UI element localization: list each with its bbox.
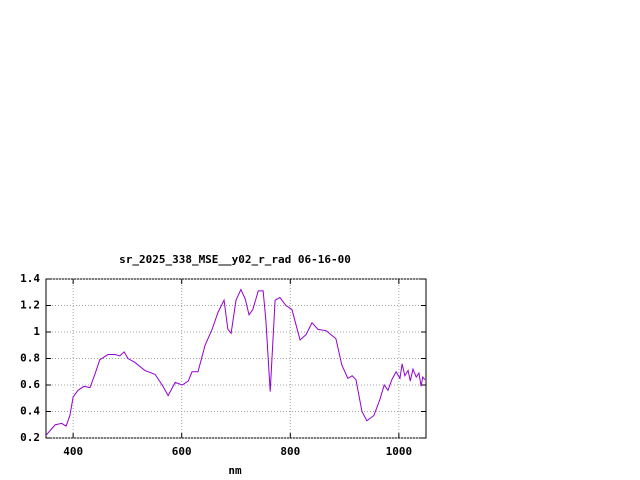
y-tick-label: 1.4: [20, 272, 40, 285]
x-axis-label: nm: [228, 464, 242, 477]
x-tick-label: 1000: [386, 445, 413, 458]
data-line: [45, 288, 426, 436]
y-tick-label: 1: [33, 325, 40, 338]
x-tick-label: 400: [63, 445, 83, 458]
x-tick-label: 800: [280, 445, 300, 458]
y-tick-label: 0.4: [20, 405, 40, 418]
chart-title: sr_2025_338_MSE__y02_r_rad 06-16-00: [119, 253, 351, 266]
y-tick-label: 0.2: [20, 431, 40, 444]
y-tick-label: 0.6: [20, 378, 40, 391]
y-tick-label: 1.2: [20, 299, 40, 312]
x-tick-label: 600: [172, 445, 192, 458]
y-tick-label: 0.8: [20, 352, 40, 365]
